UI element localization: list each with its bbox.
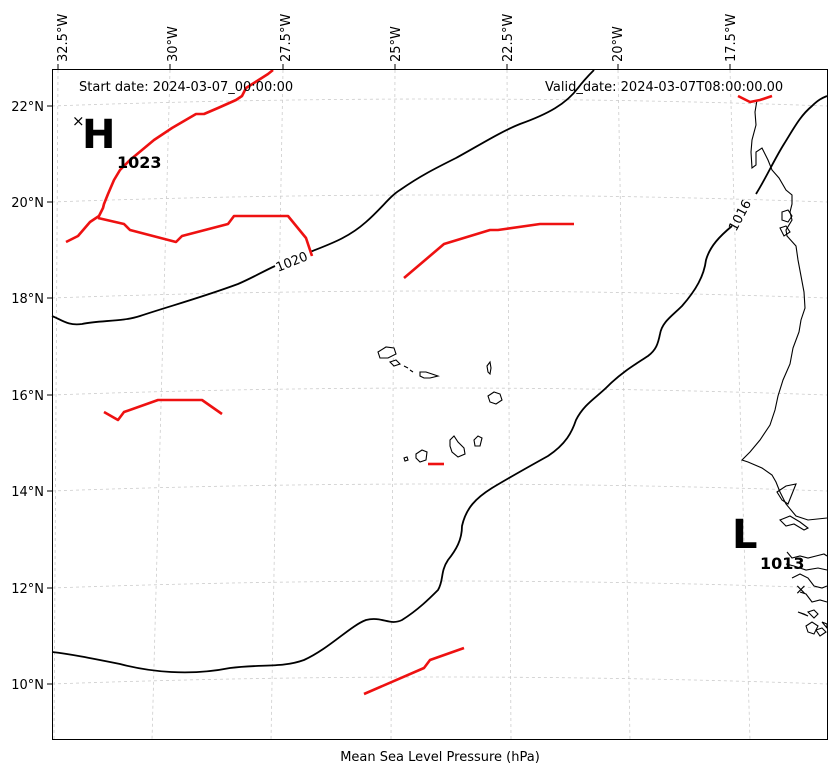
parallel-18n [51,290,828,299]
longitude-axis: 32.5°W 30°W 27.5°W 25°W 22.5°W 20°W 17.5… [56,14,739,70]
graticule [51,69,828,741]
parallel-10n [51,676,828,685]
map-caption: Mean Sea Level Pressure (hPa) [340,750,540,765]
meridian-27-5w [270,69,284,741]
isobars [51,69,828,674]
parallel-22n [51,98,828,107]
lat-label-14n: 14°N [11,485,44,500]
island-sal [486,360,492,376]
parallel-16n [51,387,828,396]
island-santa-luzia [403,365,414,373]
meridian-32-5w [53,69,59,741]
island-brava [403,456,409,462]
island-maio [473,435,483,447]
start-date-label: Start date: 2024-03-07_00:00:00 [79,80,293,95]
island-boa-vista [487,391,503,405]
front-south [363,646,465,696]
front-west-lower [103,398,223,422]
fronts [65,68,773,696]
lon-label-25w: 25°W [389,26,404,62]
island-santiago [449,435,466,458]
isobar-1020 [51,69,595,326]
isobar-1016 [51,95,828,674]
front-north-arc [65,68,274,244]
meridian-20w [617,69,631,741]
lat-label-18n: 18°N [11,292,44,307]
lat-label-12n: 12°N [11,582,44,597]
valid-date-label: Valid_date: 2024-03-07T08:00:00.00 [545,80,783,95]
lon-label-20w: 20°W [611,26,626,62]
island-fogo [415,449,428,463]
lon-label-32-5w: 32.5°W [56,14,71,62]
isobar-label-1016: 1016 [726,198,755,234]
low-pressure-value: 1013 [760,554,805,573]
meridian-17-5w [729,69,751,741]
island-sao-nicolau [419,371,440,379]
low-center-marker: × [795,582,807,598]
front-central [403,222,574,279]
island-santo-antao [377,346,397,359]
high-pressure-value: 1023 [117,153,162,172]
parallel-14n [51,483,828,492]
high-pressure-letter: H [82,112,115,158]
parallel-20n [51,194,828,203]
isobar-label-1020: 1020 [274,249,310,275]
lat-label-20n: 20°N [11,196,44,211]
lon-label-27-5w: 27.5°W [279,14,294,62]
latitude-axis: 22°N 20°N 18°N 16°N 14°N 12°N 10°N [11,100,52,693]
meridian-22-5w [506,69,512,741]
meridian-25w [390,69,396,741]
map-frame [52,69,828,740]
front-northeast [737,94,773,104]
meridian-30w [151,69,171,741]
parallel-12n [51,580,828,589]
coastline-africa [740,99,828,637]
lon-label-17-5w: 17.5°W [724,14,739,62]
lat-label-22n: 22°N [11,100,44,115]
cape-verde-islands [377,346,503,463]
low-pressure-letter: L [732,512,758,558]
front-west-upper [97,214,314,257]
lon-label-30w: 30°W [166,26,181,62]
lat-label-10n: 10°N [11,678,44,693]
lat-label-16n: 16°N [11,389,44,404]
high-center-marker: × [72,112,85,130]
island-sao-vicente [388,359,402,367]
lon-label-22-5w: 22.5°W [501,14,516,62]
